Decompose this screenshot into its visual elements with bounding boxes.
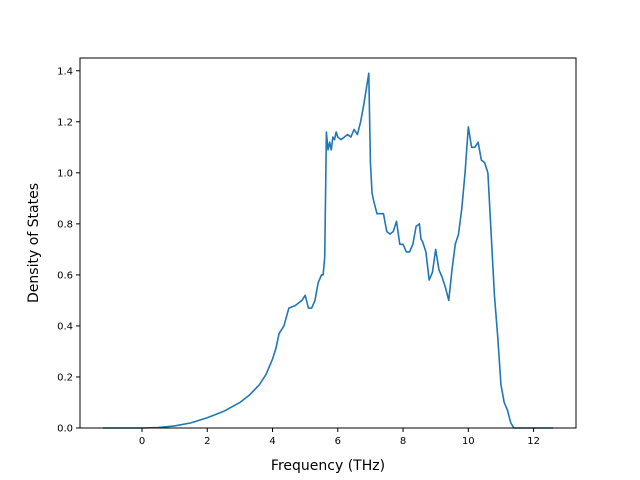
y-tick-label: 1.0 bbox=[57, 168, 73, 179]
x-tick-label: 6 bbox=[335, 436, 341, 447]
y-tick-label: 1.4 bbox=[57, 66, 73, 77]
x-axis-label: Frequency (THz) bbox=[271, 458, 385, 474]
x-tick-label: 2 bbox=[204, 436, 210, 447]
axes-frame bbox=[79, 57, 577, 429]
x-tick-label: 12 bbox=[527, 436, 540, 447]
x-tick-label: 8 bbox=[400, 436, 406, 447]
plot-area bbox=[102, 72, 554, 429]
x-axis: 0 2 4 6 8 10 12 bbox=[139, 428, 540, 447]
x-tick-label: 10 bbox=[462, 436, 475, 447]
y-tick-label: 0.0 bbox=[57, 424, 73, 435]
y-axis: 0.0 0.2 0.4 0.6 0.8 1.0 1.2 1.4 bbox=[57, 66, 80, 435]
x-tick-label: 0 bbox=[139, 436, 145, 447]
y-axis-label: Density of States bbox=[26, 183, 42, 303]
x-tick-label: 4 bbox=[269, 436, 275, 447]
y-tick-label: 1.2 bbox=[57, 117, 73, 128]
y-tick-label: 0.2 bbox=[57, 372, 73, 383]
y-tick-label: 0.8 bbox=[57, 219, 73, 230]
dos-series-line bbox=[102, 72, 554, 429]
y-tick-label: 0.4 bbox=[57, 321, 73, 332]
y-tick-label: 0.6 bbox=[57, 270, 73, 281]
